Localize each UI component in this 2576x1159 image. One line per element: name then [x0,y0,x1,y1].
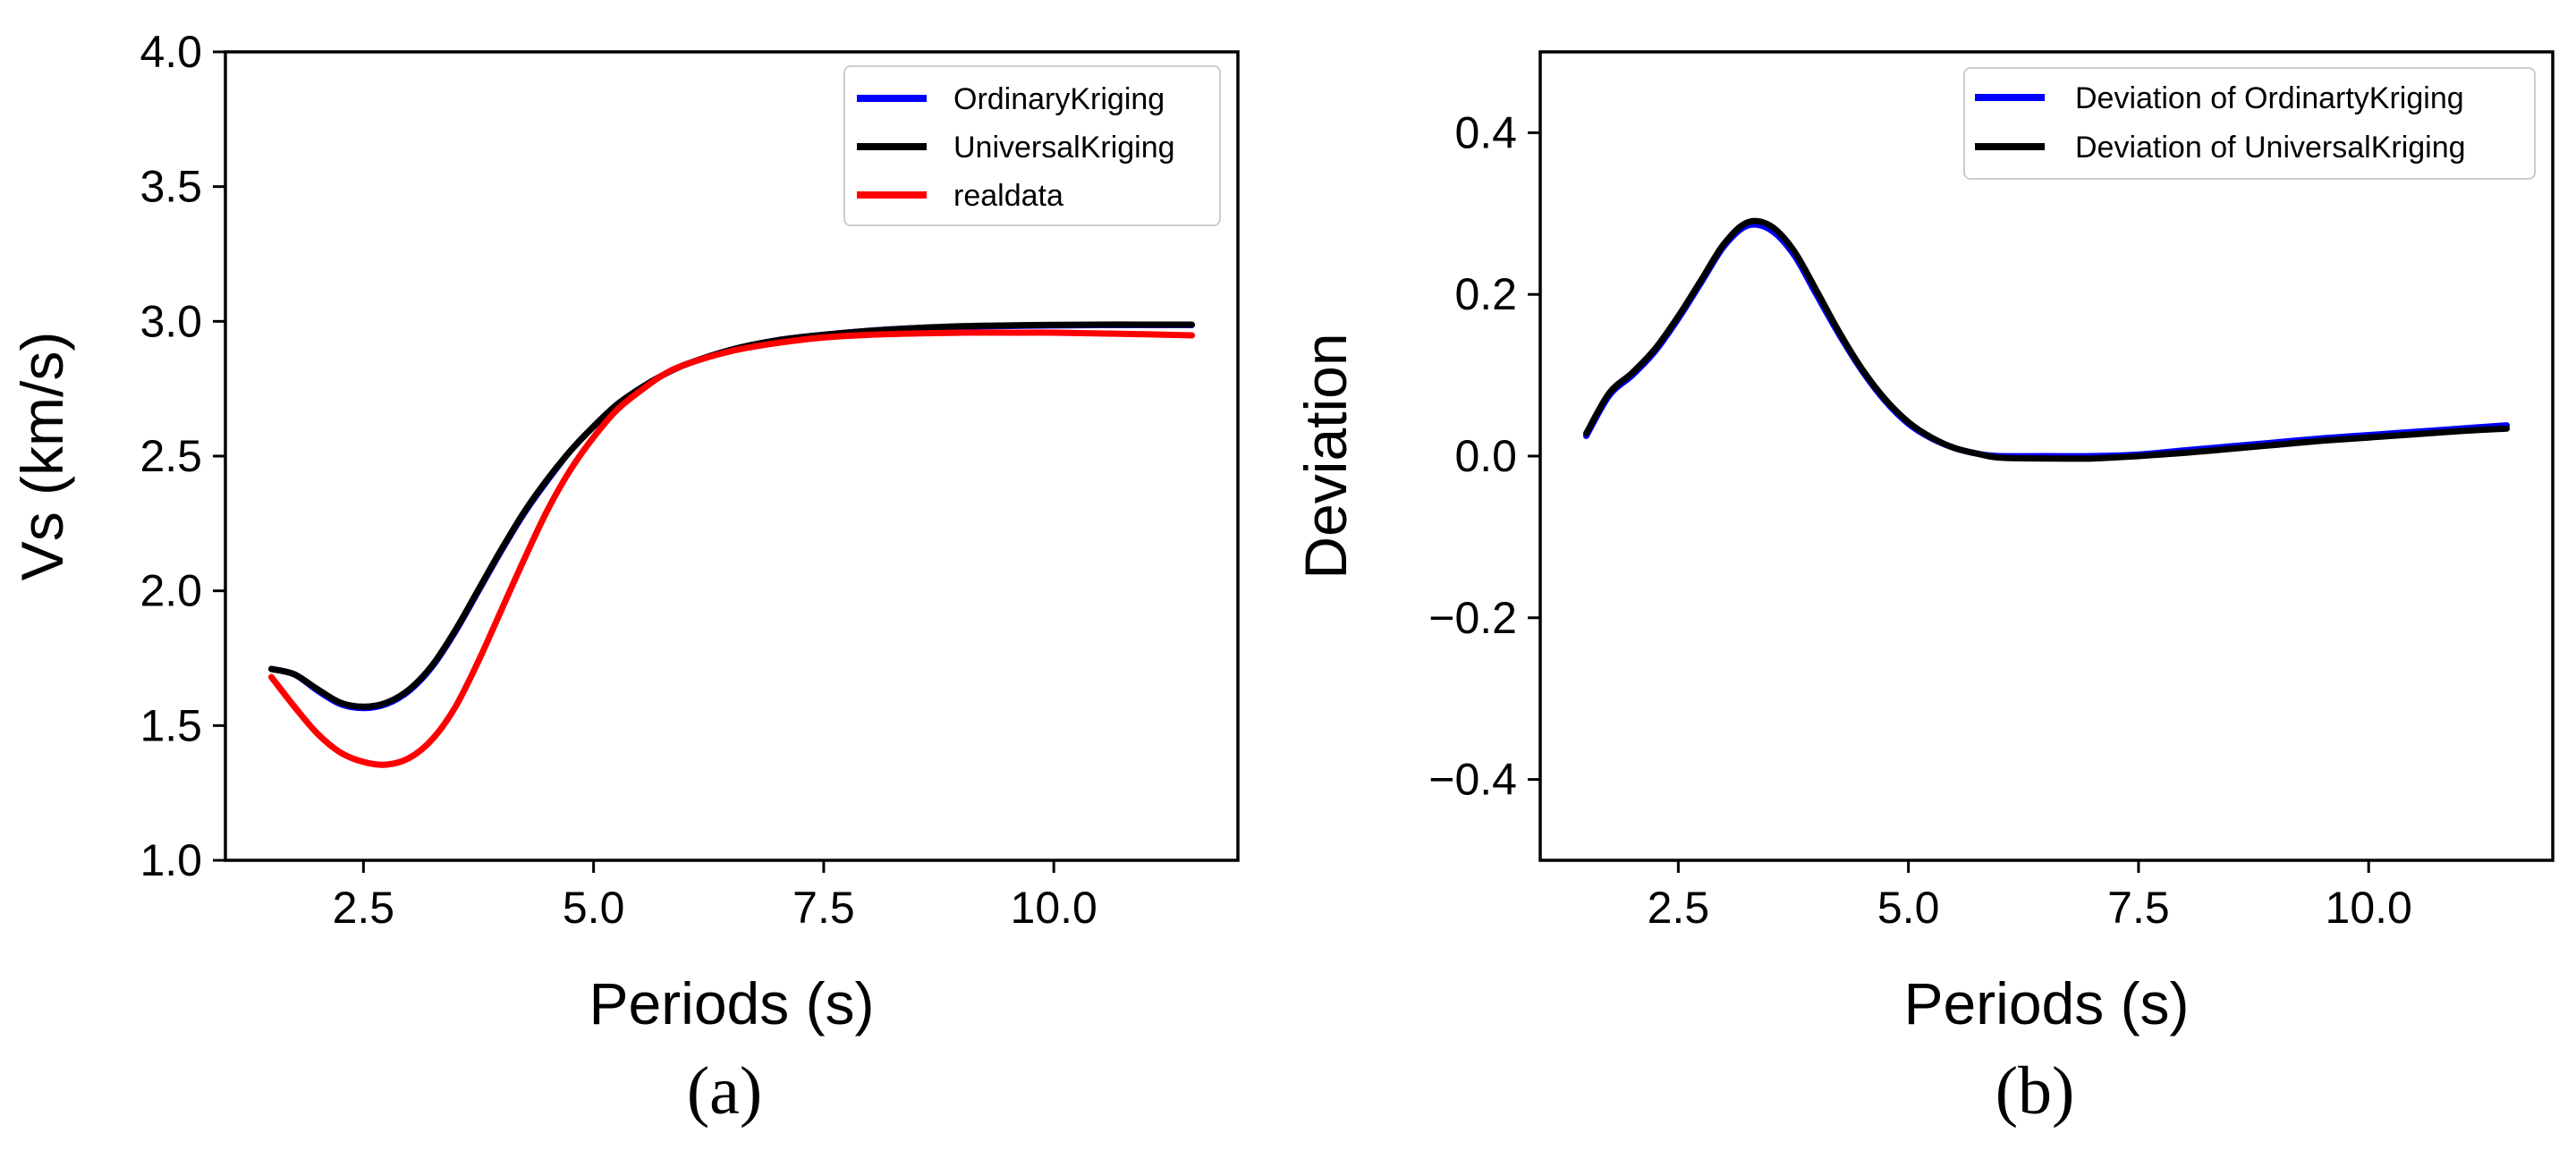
series-line-realdata [267,329,1196,768]
y-tick-label-a-2: 2.0 [140,566,202,616]
series-lines-b [1582,217,2511,462]
y-axis-label-b: Deviation [1292,333,1359,579]
legend-box-b [1963,67,2536,180]
y-tick-label-a-0: 1.0 [140,835,202,885]
ticks-a: 2.5 5.0 7.5 10.0 1.0 1.5 2.0 2.5 3.0 3.5 4.0 [140,27,1097,933]
y-axis-label-a: Vs (km/s) [9,332,75,581]
caption-b: (b) [1996,1053,2075,1129]
y-tick-label-a-4: 3.0 [140,296,202,346]
x-tick-label-b-2: 7.5 [2107,883,2170,933]
y-tick-label-a-3: 2.5 [140,431,202,481]
series-line-deviation-of-universalkriging [1582,217,2511,462]
x-tick-label-b-3: 10.0 [2326,883,2412,933]
legend-box-a [843,65,1221,226]
y-tick-label-a-1: 1.5 [140,700,202,750]
x-tick-label-a-2: 7.5 [792,883,855,933]
y-tick-label-b-1: −0.2 [1428,593,1517,643]
x-tick-label-a-1: 5.0 [563,883,625,933]
legend-label-realdata: realdata [953,179,1063,213]
series-line-universalkriging [267,321,1196,710]
x-tick-label-b-1: 5.0 [1877,883,1940,933]
y-tick-label-b-3: 0.2 [1454,269,1517,319]
chart-panel-a: 2.5 5.0 7.5 10.0 1.0 1.5 2.0 2.5 3.0 3.5 4.0 Perio… [9,27,1240,1129]
x-axis-label-a: Periods (s) [589,970,874,1036]
legend-b: Deviation of OrdinartyKriging Deviation … [1963,67,2536,180]
legend-label-deviation-ordinary: Deviation of OrdinartyKriging [2075,81,2464,115]
legend-label-universal-kriging: UniversalKriging [953,131,1175,165]
ticks-b: 2.5 5.0 7.5 10.0 −0.4 −0.2 0.0 0.2 0.4 [1428,107,2412,933]
y-tick-label-a-5: 3.5 [140,162,202,212]
x-tick-label-a-0: 2.5 [333,883,395,933]
x-axis-label-b: Periods (s) [1903,970,2189,1036]
chart-panel-b: 2.5 5.0 7.5 10.0 −0.4 −0.2 0.0 0.2 0.4 Periods (… [1292,50,2555,1129]
legend-label-ordinary-kriging: OrdinaryKriging [953,82,1165,116]
series-lines-a [267,321,1196,768]
y-tick-label-a-6: 4.0 [140,27,202,77]
y-tick-label-b-0: −0.4 [1428,755,1517,805]
x-tick-label-b-0: 2.5 [1648,883,1710,933]
y-tick-label-b-4: 0.4 [1454,107,1517,157]
legend-label-deviation-universal: Deviation of UniversalKriging [2075,131,2466,165]
legend-a: OrdinaryKriging UniversalKriging realdat… [843,65,1221,226]
y-tick-label-b-2: 0.0 [1454,431,1517,481]
x-tick-label-a-3: 10.0 [1011,883,1097,933]
caption-a: (a) [687,1053,762,1129]
